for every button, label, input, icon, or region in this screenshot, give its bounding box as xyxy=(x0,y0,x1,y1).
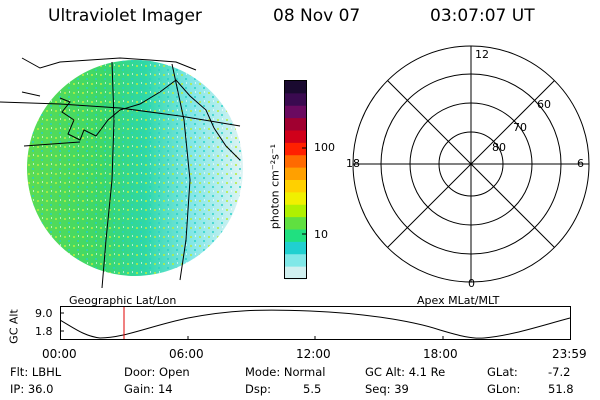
colorbar-segment xyxy=(285,266,306,280)
status-ip: IP: 36.0 xyxy=(10,382,54,396)
status-filter: Flt: LBHL xyxy=(10,365,62,379)
mlat-label-70: 70 xyxy=(513,121,527,134)
mlat-label-60: 60 xyxy=(537,98,551,111)
colorbar-segment xyxy=(285,105,306,119)
time-tick-12-00: 12:00 xyxy=(296,347,331,361)
colorbar-tick-10: 10 xyxy=(314,228,328,241)
apex-grid-label: Apex MLat/MLT xyxy=(417,294,500,307)
meridian-left xyxy=(101,61,115,289)
polar-mlat-mlt-grid xyxy=(352,45,590,283)
mlt-label-6: 6 xyxy=(577,157,584,170)
status-glon-label: GLon: xyxy=(487,382,521,396)
latitude-line-mid xyxy=(0,101,241,127)
colorbar-segment xyxy=(285,204,306,218)
status-glat-label: GLat: xyxy=(487,365,518,379)
colorbar-tick-100: 100 xyxy=(314,141,335,154)
altitude-axis-label: GC Alt xyxy=(7,309,21,344)
status-gain: Gain: 14 xyxy=(124,382,173,396)
colorbar xyxy=(284,80,307,280)
altitude-curve xyxy=(60,309,571,339)
status-dsp-value: 5.5 xyxy=(303,382,322,396)
meridian-right xyxy=(171,63,191,281)
time-tick-23-59: 23:59 xyxy=(552,347,587,361)
colorbar-segment xyxy=(285,93,306,107)
status-sequence: Seq: 39 xyxy=(365,382,409,396)
mlt-label-0: 0 xyxy=(468,277,475,290)
colorbar-segment xyxy=(285,254,306,268)
status-gc-altitude: GC Alt: 4.1 Re xyxy=(365,365,446,379)
status-door: Door: Open xyxy=(124,365,190,379)
status-glon-value: 51.8 xyxy=(548,382,574,396)
latitude-line-low xyxy=(23,141,81,147)
colorbar-segment xyxy=(285,81,306,94)
status-dsp-label: Dsp: xyxy=(245,382,272,396)
colorbar-segment xyxy=(285,155,306,169)
colorbar-segment xyxy=(285,118,306,131)
colorbar-segment xyxy=(285,180,306,193)
mlt-label-12: 12 xyxy=(475,48,489,61)
mlat-label-80: 80 xyxy=(492,141,506,154)
colorbar-segment xyxy=(285,167,306,181)
latitude-line-north xyxy=(21,57,197,71)
coast-fragment xyxy=(21,91,41,97)
status-mode: Mode: Normal xyxy=(245,365,326,379)
colorbar-segment xyxy=(285,229,306,243)
altitude-tick-1-8: 1.8 xyxy=(35,325,53,338)
colorbar-segment xyxy=(285,217,306,230)
mlt-label-18: 18 xyxy=(346,157,360,170)
image-title: Ultraviolet Imager xyxy=(48,6,202,26)
observation-time: 03:07:07 UT xyxy=(430,6,535,26)
colorbar-segment xyxy=(285,130,306,144)
colorbar-unit-label: photon cm⁻²s⁻¹ xyxy=(268,143,282,230)
geographic-grid-label: Geographic Lat/Lon xyxy=(69,294,177,307)
uv-earth-image xyxy=(0,57,243,289)
time-tick-06-00: 06:00 xyxy=(169,347,204,361)
time-tick-00-00: 00:00 xyxy=(42,347,77,361)
status-glat-value: -7.2 xyxy=(548,365,571,379)
colorbar-segment xyxy=(285,192,306,206)
observation-date: 08 Nov 07 xyxy=(273,6,361,26)
altitude-tick-9: 9.0 xyxy=(35,307,53,320)
altitude-strip-plot xyxy=(60,306,571,340)
time-tick-18-00: 18:00 xyxy=(423,347,458,361)
colorbar-segment xyxy=(285,241,306,255)
colorbar-segment xyxy=(285,142,306,156)
